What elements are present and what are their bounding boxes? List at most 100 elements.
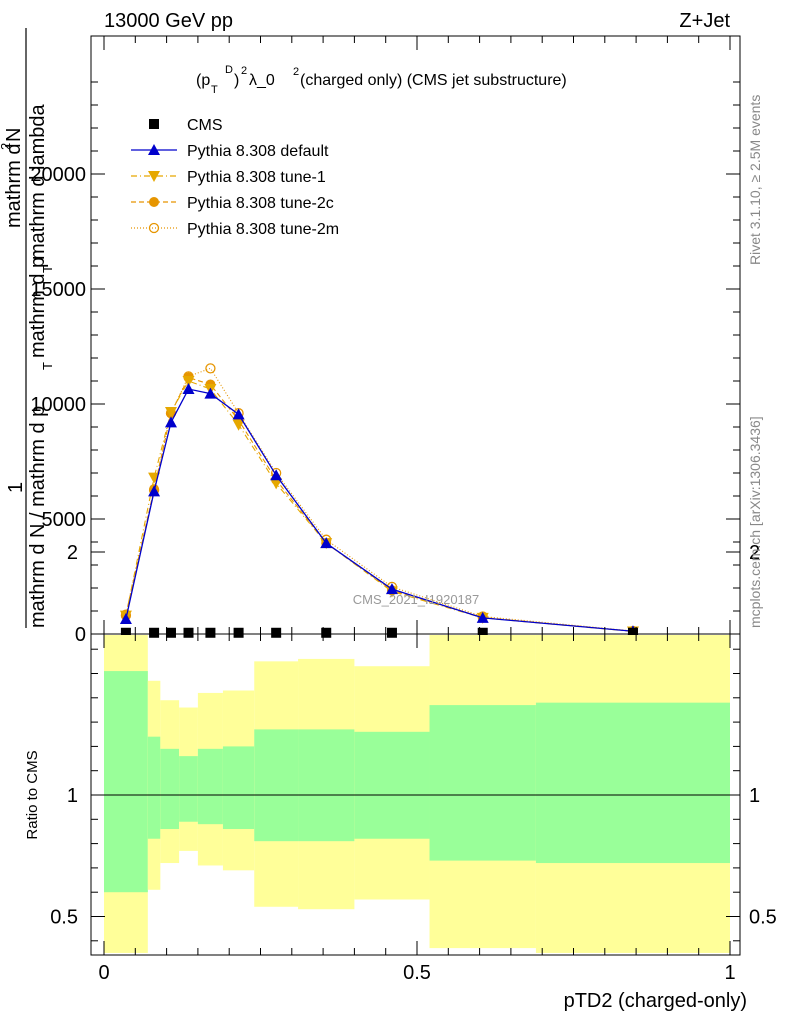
cms-point: [183, 627, 194, 638]
plot-title-sup: D: [225, 64, 233, 76]
plot-title-lambda-exp: 2: [293, 66, 299, 78]
series-point-1: [164, 416, 177, 428]
legend-label: Pythia 8.308 default: [187, 143, 329, 160]
ratio-axes: 0.5 0.5 1 1 2 2 0 0.5 1: [50, 542, 777, 984]
series-point-2: [232, 419, 245, 431]
series-point-4: [205, 363, 216, 374]
main-marks: [119, 363, 639, 638]
series-point-1: [320, 537, 333, 549]
legend-marker: [149, 197, 159, 207]
cms-point: [321, 627, 332, 638]
cms-point: [165, 627, 176, 638]
legend-label: CMS: [187, 117, 223, 134]
ratio-ytick-label-left: 2: [67, 542, 78, 564]
ratio-ytick-label-left: 1: [67, 785, 78, 807]
cms-point: [477, 627, 488, 638]
series-point-1: [148, 485, 161, 497]
plot-title-sub: T: [211, 84, 218, 96]
ylabel-main: 1 mathrm d N / mathrm d p T mathrm d p T…: [0, 28, 55, 628]
legend-marker: [148, 144, 160, 155]
series-point-1: [204, 387, 217, 399]
series-point-1: [232, 408, 245, 420]
x-axis-label: pTD2 (charged-only): [564, 990, 747, 1012]
main-ytick-label: 10000: [30, 394, 86, 416]
ratio-band-green: [179, 756, 198, 822]
series-point-1: [182, 383, 195, 395]
ratio-band-green: [160, 748, 180, 830]
legend-entry: CMS: [149, 117, 223, 134]
xtick-label: 0.5: [403, 962, 431, 984]
cms-point: [386, 627, 397, 638]
legend-marker: [148, 222, 160, 234]
ratio-band-green: [535, 702, 730, 864]
legend-label: Pythia 8.308 tune-1: [187, 169, 326, 186]
legend-entry: Pythia 8.308 tune-1: [131, 169, 326, 186]
ratio-band-green: [298, 729, 355, 842]
cms-point: [271, 627, 282, 638]
legend-entry: Pythia 8.308 tune-2m: [131, 221, 339, 238]
legend-label: Pythia 8.308 tune-2m: [187, 221, 339, 238]
main-ytick-label: 15000: [30, 279, 86, 301]
ylabel-denominator-a: mathrm d N / mathrm d p: [27, 406, 49, 628]
ratio-ytick-label-right: 1: [749, 785, 760, 807]
ylabel-one: 1: [5, 482, 27, 493]
series-point-2: [270, 478, 283, 490]
main-ytick-label: 5000: [42, 509, 87, 531]
legend-marker: [148, 171, 160, 182]
legend: CMS Pythia 8.308 default Pythia 8.308 tune…: [131, 117, 339, 238]
cms-point: [120, 627, 131, 638]
main-panel: 0 5000 10000 15000 20000: [30, 35, 741, 646]
ratio-band-green: [197, 748, 223, 825]
cms-point: [233, 627, 244, 638]
cms-point: [627, 627, 638, 638]
plot-title: (p T D ) 2 λ_0 2 (charged only) (CMS jet…: [196, 64, 567, 96]
ylabel-sub-t-1: T: [40, 362, 55, 370]
plot-title-base: (p: [196, 72, 210, 89]
ratio-band-green: [147, 736, 161, 839]
series-point-1: [119, 613, 132, 625]
cms-point: [149, 627, 160, 638]
ratio-ytick-label-right: 2: [749, 542, 760, 564]
ylabel-numerator-tail: N: [3, 128, 25, 142]
ratio-ytick-label-left: 0.5: [50, 907, 78, 929]
plot-title-lambda: λ_0: [249, 72, 275, 89]
ylabel-numerator: mathrm d: [3, 144, 25, 228]
series-point-1: [385, 583, 398, 595]
ratio-band-green: [222, 746, 255, 830]
ratio-band-green: [254, 729, 299, 842]
ratio-bands: [104, 635, 730, 953]
xtick-label: 1: [724, 962, 735, 984]
ylabel-denominator-c: mathrm d lambda: [27, 104, 49, 260]
plot-title-exp: 2: [241, 65, 247, 77]
legend-entry: Pythia 8.308 tune-2c: [131, 195, 334, 212]
ratio-band-green: [429, 705, 536, 861]
plot-title-rest: ): [234, 72, 239, 89]
ratio-band-green: [104, 671, 148, 893]
ylabel-numerator-sup: 2: [0, 143, 13, 150]
rivet-label: Rivet 3.1.10, ≥ 2.5M events: [747, 95, 763, 265]
watermark: CMS_2021_I1920187: [353, 592, 480, 607]
main-axes: 0 5000 10000 15000 20000: [30, 36, 740, 646]
mcplots-label: mcplots.cern.ch [arXiv:1306.3436]: [747, 416, 763, 628]
plot-title-tail: (charged only) (CMS jet substructure): [300, 72, 567, 89]
xtick-label: 0: [98, 962, 109, 984]
ratio-band-green: [354, 731, 430, 839]
ratio-ytick-label-right: 0.5: [749, 907, 777, 929]
series-point-2: [164, 407, 177, 419]
ylabel-sub-t-2: T: [40, 265, 55, 273]
ratio-ylabel: Ratio to CMS: [24, 750, 41, 839]
main-ytick-label: 20000: [30, 164, 86, 186]
process-label: Z+Jet: [679, 10, 730, 32]
main-ytick-label: 0: [75, 624, 86, 646]
series-point-1: [270, 469, 283, 481]
legend-label: Pythia 8.308 tune-2c: [187, 195, 334, 212]
ylabel-denominator-b: mathrm d p: [27, 257, 49, 358]
legend-entry: Pythia 8.308 default: [131, 143, 329, 160]
series-point-2: [182, 376, 195, 387]
energy-label: 13000 GeV pp: [104, 10, 233, 32]
series-point-1: [476, 611, 489, 623]
series-point-2: [148, 472, 161, 484]
cms-point: [205, 627, 216, 638]
ratio-panel: 0.5 0.5 1 1 2 2 0 0.5 1: [50, 542, 777, 984]
